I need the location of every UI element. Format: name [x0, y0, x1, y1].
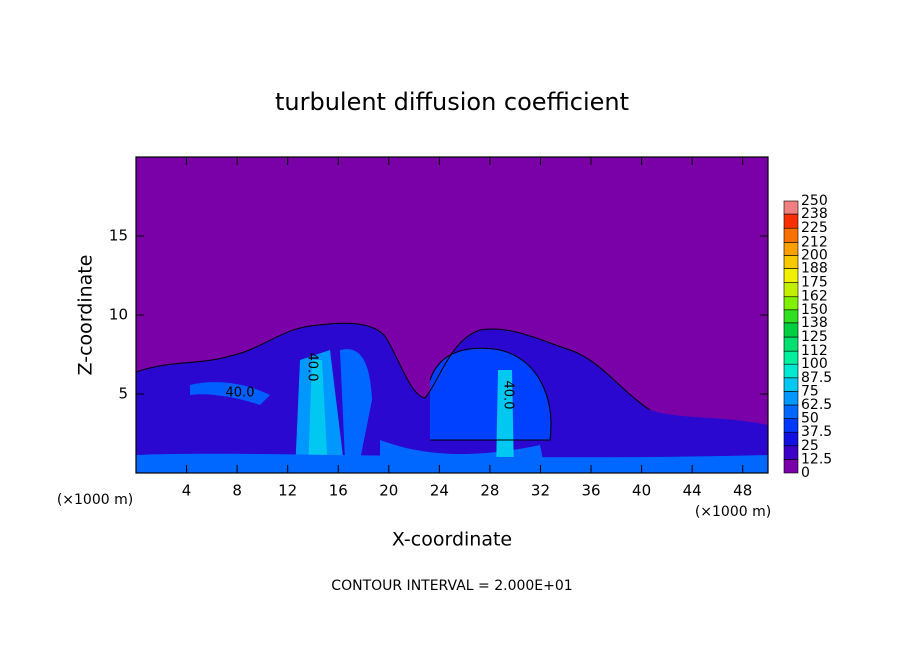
field-region — [136, 453, 768, 473]
colorbar-segment — [783, 431, 799, 447]
colorbar-label: 138 — [801, 315, 828, 331]
colorbar-segment — [783, 282, 799, 298]
y-axis-label: Z-coordinate — [75, 255, 97, 376]
field-region — [430, 348, 551, 440]
colorbar-label: 200 — [801, 247, 828, 263]
x-unit-label: (×1000 m) — [57, 492, 133, 508]
colorbar-segment — [783, 336, 799, 352]
field — [136, 157, 768, 473]
colorbar-label: 112 — [801, 343, 828, 359]
colorbar-label: 250 — [801, 193, 828, 209]
colorbar-segment — [783, 268, 799, 283]
x-tick-label: 20 — [379, 482, 398, 500]
field-region — [190, 382, 270, 405]
colorbar-label: 0 — [801, 465, 810, 481]
x-tick-label: 24 — [430, 482, 449, 500]
colorbar-segment — [783, 459, 799, 474]
colorbar-segment — [783, 418, 799, 433]
colorbar-label: 238 — [801, 206, 828, 222]
colorbar-label: 162 — [801, 289, 828, 305]
x-tick-label: 16 — [329, 482, 348, 500]
field-region — [308, 360, 328, 473]
colorbar-segment — [783, 322, 799, 338]
colorbar-segment — [783, 213, 799, 229]
y-tick-label: 5 — [118, 385, 128, 403]
colorbar-segment — [783, 404, 799, 419]
x-tick-label: 4 — [182, 482, 192, 500]
x-tick-label: 12 — [278, 482, 297, 500]
colorbar-label: 212 — [801, 234, 828, 250]
colorbar-label: 87.5 — [801, 370, 832, 386]
colorbar-label: 25 — [801, 438, 819, 454]
y-tick-label: 10 — [109, 306, 128, 324]
colorbar-segment — [783, 350, 799, 365]
x-tick-label: 32 — [531, 482, 550, 500]
colorbar-label: 75 — [801, 383, 819, 399]
field-region — [496, 370, 514, 473]
chart-title: turbulent diffusion coefficient — [275, 88, 629, 116]
field-region — [340, 349, 372, 460]
x-axis-label: X-coordinate — [392, 529, 512, 551]
colorbar-segment — [783, 309, 799, 324]
contour-line — [429, 347, 552, 441]
colorbar-segment — [783, 227, 799, 243]
colorbar-label: 188 — [801, 260, 828, 276]
colorbar-label: 225 — [801, 220, 828, 236]
y-tick-label: 15 — [109, 227, 128, 245]
x-tick-label: 40 — [632, 482, 651, 500]
colorbar-label: 50 — [801, 411, 819, 427]
x-tick-label: 48 — [733, 482, 752, 500]
colorbar-label: 12.5 — [801, 451, 832, 467]
contour-line — [136, 322, 651, 411]
footer: CONTOUR INTERVAL = 2.000E+01 — [331, 578, 572, 594]
colorbar-segment — [783, 377, 799, 392]
colorbar-segment — [783, 255, 799, 269]
x-tick-label: 28 — [480, 482, 499, 500]
colorbar-segment — [783, 391, 799, 406]
colorbar-label: 150 — [801, 302, 828, 318]
colorbar-label: 175 — [801, 275, 828, 291]
colorbar-label: 100 — [801, 356, 828, 372]
contour-label: 40.0 — [226, 386, 255, 401]
colorbar-label: 62.5 — [801, 397, 832, 413]
colorbar-segment — [783, 296, 799, 311]
x-tick-label: 8 — [232, 482, 242, 500]
x-unit-label: (×1000 m) — [695, 504, 771, 520]
colorbar-label: 125 — [801, 329, 828, 345]
colorbar-segment — [783, 242, 799, 256]
contour-label: 40.0 — [305, 353, 320, 382]
colorbar-label: 37.5 — [801, 424, 832, 440]
x-tick-label: 36 — [581, 482, 600, 500]
contour-label: 40.0 — [501, 381, 516, 410]
colorbar-segment — [783, 200, 799, 215]
colorbar-segment — [783, 445, 799, 460]
x-tick-label: 44 — [683, 482, 702, 500]
colorbar-segment — [783, 363, 799, 379]
